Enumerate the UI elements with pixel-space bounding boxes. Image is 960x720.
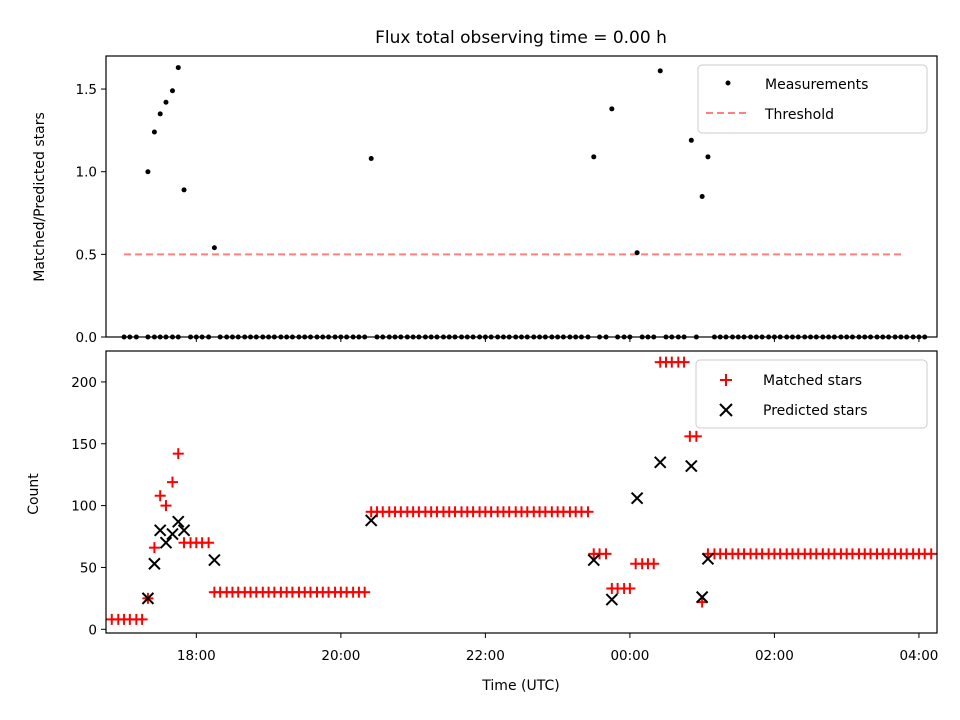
x-tick-label: 18:00 (177, 648, 216, 664)
measurement-point (157, 111, 163, 117)
legend-measurements-label: Measurements (765, 77, 868, 93)
ratio-y-tick-label: 0.0 (76, 330, 97, 346)
matched-star-point (160, 500, 172, 512)
predicted-star-point (172, 515, 185, 528)
ratio-legend-box (697, 64, 928, 134)
measurement-point (181, 187, 187, 193)
predicted-star-point (208, 553, 221, 567)
counts-y-tick-label: 150 (71, 437, 97, 453)
matched-star-point (359, 586, 371, 598)
matched-star-point (925, 548, 937, 560)
ratio-y-tick-label: 0.5 (76, 247, 97, 263)
legend-matched-label: Matched stars (763, 373, 862, 389)
legend-measurements-marker (725, 80, 731, 86)
measurement-point (211, 245, 217, 251)
predicted-star-point (685, 459, 698, 473)
predicted-star-point (141, 592, 155, 605)
ratio-axis-ticks: 0.0 0.5 1.0 1.5 (76, 82, 920, 346)
predicted-star-point (177, 524, 191, 537)
predicted-star-point (630, 491, 644, 505)
x-tick-label: 00:00 (610, 648, 649, 664)
predicted-star-point (159, 536, 173, 549)
counts-y-tick-label: 0 (88, 622, 97, 638)
predicted-star-point (166, 527, 179, 541)
matched-star-point (582, 506, 594, 518)
measurement-point (657, 68, 663, 74)
counts-y-tick-label: 200 (71, 375, 97, 391)
x-axis-label: Time (UTC) (481, 678, 559, 694)
matched-star-point (624, 582, 636, 594)
counts-legend: Matched stars Predicted stars (695, 359, 928, 429)
matched-star-point (172, 448, 184, 460)
panel-ratio: 0.0 0.5 1.0 1.5 Matched/Predicted stars Mea… (32, 55, 938, 346)
panel-counts: 0 50 100 150 200 18:00 20:00 22:00 00:00 02:00 04:… (26, 350, 938, 694)
measurement-point (688, 137, 694, 143)
measurement-point (634, 250, 640, 256)
ratio-y-tick-label: 1.5 (76, 82, 97, 98)
measurement-point (163, 99, 169, 105)
matched-star-point (678, 356, 690, 368)
measurement-point (609, 106, 615, 112)
measurement-point (151, 129, 157, 135)
matched-star-point (154, 490, 166, 502)
ratio-y-axis-label: Matched/Predicted stars (32, 112, 48, 282)
legend-matched-marker (720, 374, 732, 386)
counts-plot-area (106, 356, 937, 625)
matched-star-point (600, 548, 612, 560)
counts-axes-frame (105, 350, 938, 634)
measurement-point (699, 194, 705, 199)
legend-threshold-label: Threshold (764, 107, 834, 123)
counts-y-tick-label: 100 (71, 499, 97, 515)
x-tick-label: 02:00 (755, 648, 794, 664)
ratio-legend: Measurements Threshold (697, 64, 928, 134)
measurement-point (145, 169, 151, 175)
predicted-star-point (148, 557, 161, 570)
matched-star-point (166, 476, 178, 488)
measurement-point (591, 154, 597, 160)
measurement-point (169, 88, 175, 94)
legend-predicted-label: Predicted stars (763, 403, 868, 419)
predicted-star-point (587, 553, 600, 567)
matched-star-point (148, 542, 160, 554)
measurement-point (175, 65, 181, 71)
matched-star-point (690, 430, 702, 442)
ratio-axes-frame (105, 55, 938, 338)
x-tick-label: 22:00 (466, 648, 505, 664)
matched-star-point (203, 537, 215, 549)
matched-star-point (136, 613, 148, 625)
counts-legend-box (695, 359, 928, 429)
x-tick-label: 20:00 (321, 648, 360, 664)
measurement-point (368, 155, 374, 161)
counts-y-axis-label: Count (26, 473, 42, 515)
predicted-star-point (701, 552, 715, 565)
ratio-y-tick-label: 1.0 (76, 165, 97, 181)
x-tick-label: 04:00 (899, 648, 938, 664)
legend-predicted-marker (719, 403, 733, 417)
matched-star-point (648, 558, 660, 570)
predicted-star-point (153, 524, 167, 537)
predicted-star-point (695, 590, 709, 604)
measurement-point (705, 154, 711, 160)
predicted-star-point (364, 514, 378, 527)
counts-axis-ticks: 0 50 100 150 200 18:00 20:00 22:00 00:00 02:00 04:… (71, 375, 938, 664)
predicted-star-point (605, 593, 619, 606)
counts-y-tick-label: 50 (80, 560, 97, 576)
predicted-star-point (654, 456, 667, 469)
chart-title: Flux total observing time = 0.00 h (375, 28, 667, 48)
